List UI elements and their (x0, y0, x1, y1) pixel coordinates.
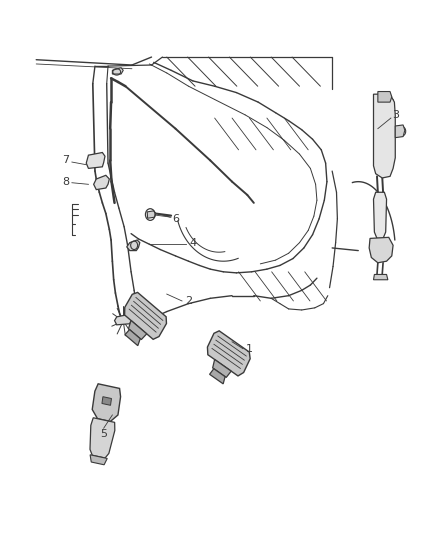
Polygon shape (369, 237, 393, 263)
Polygon shape (125, 329, 140, 346)
Polygon shape (208, 331, 250, 376)
Polygon shape (94, 175, 110, 190)
Polygon shape (113, 68, 123, 74)
Polygon shape (213, 359, 231, 377)
Polygon shape (374, 192, 387, 238)
Polygon shape (86, 152, 105, 168)
Polygon shape (147, 211, 156, 218)
Polygon shape (374, 274, 388, 280)
Polygon shape (127, 240, 140, 251)
Text: 8: 8 (62, 176, 69, 187)
Polygon shape (92, 384, 120, 422)
Polygon shape (395, 125, 405, 138)
Polygon shape (125, 293, 166, 340)
Polygon shape (128, 320, 147, 340)
Text: 4: 4 (189, 238, 197, 248)
Polygon shape (210, 369, 225, 384)
Polygon shape (90, 455, 107, 465)
Polygon shape (90, 418, 115, 458)
Text: 6: 6 (172, 214, 179, 224)
Text: 2: 2 (185, 296, 192, 306)
Text: 1: 1 (246, 344, 253, 354)
Polygon shape (374, 94, 395, 178)
Polygon shape (115, 314, 132, 325)
Polygon shape (378, 92, 392, 102)
Polygon shape (102, 397, 112, 405)
Text: 7: 7 (62, 156, 69, 165)
Text: 5: 5 (100, 429, 107, 439)
Text: 3: 3 (392, 110, 399, 120)
